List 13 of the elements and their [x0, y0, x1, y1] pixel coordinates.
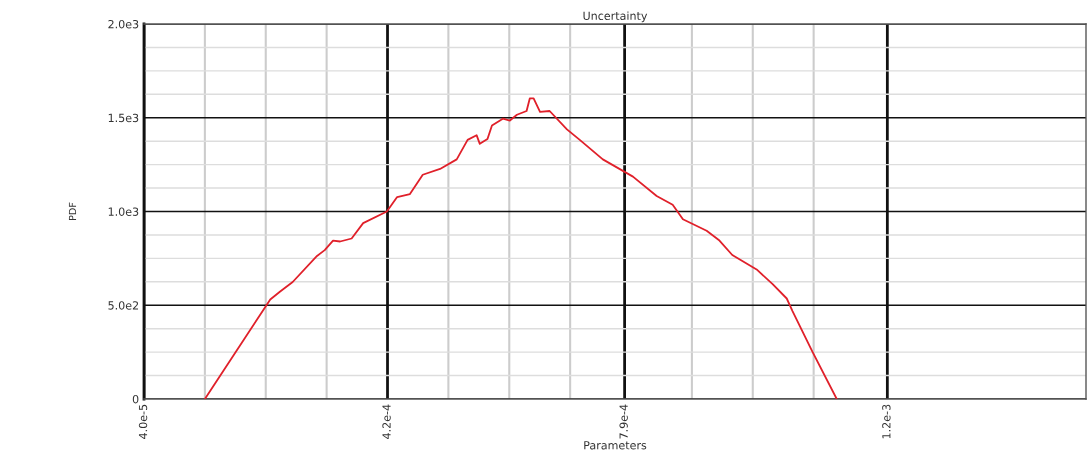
line-series — [203, 97, 838, 399]
y-tick-label: 0 — [132, 394, 139, 404]
x-tick-label: 4.0e-5 — [138, 404, 148, 439]
y-tick-label: 2.0e3 — [108, 19, 139, 29]
y-tick-label: 1.5e3 — [108, 113, 139, 123]
y-tick-label: 1.0e3 — [108, 207, 139, 216]
x-tick-label: 7.9e-4 — [619, 404, 628, 439]
y-tick-label: 5.0e2 — [108, 301, 139, 310]
x-tick-label: 1.2e-3 — [882, 404, 891, 439]
chart-title: Uncertainty — [583, 11, 648, 23]
y-axis-title: PDF — [68, 202, 77, 221]
x-axis-title: Parameters — [584, 441, 647, 450]
x-tick-label: 4.2e-4 — [382, 404, 391, 439]
